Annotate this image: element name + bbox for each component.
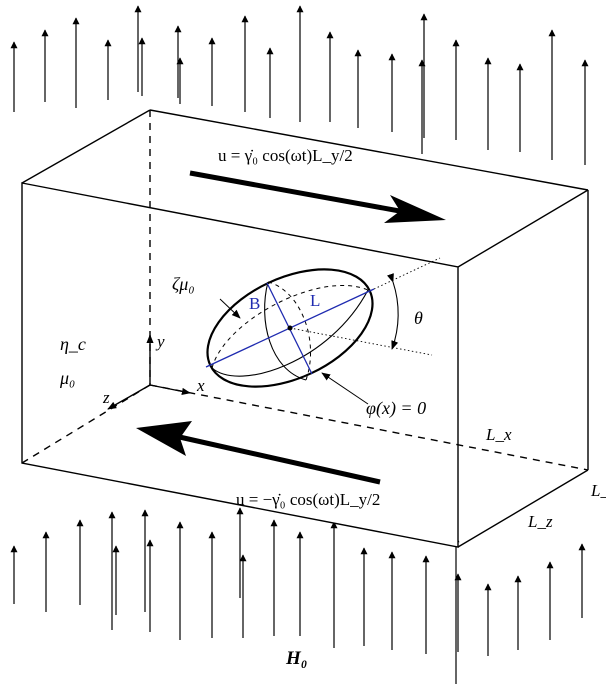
drop-meridian-front [264,281,307,381]
ly-label: L_y [590,481,606,500]
minor-axis-label: B [249,294,260,313]
top-shear-arrow-shaft [189,170,406,215]
z-axis-arrow [107,384,151,410]
level-set-label: φ(x) = 0 [366,398,426,419]
z-axis-label: z [102,388,110,407]
coordinate-axes [107,334,191,410]
bottom-field-arrows [10,507,586,684]
tilt-line [373,257,441,290]
h0-label: H₀ [285,648,307,669]
bottom-shear-arrowhead [136,421,192,456]
viscosity-leader [219,298,241,319]
box-edge [457,189,589,268]
lz-label: L_z [527,512,553,531]
box-edge [457,469,589,548]
lx-label: L_x [485,425,512,444]
top-shear-arrowhead [384,195,446,223]
box-hidden-edge [149,384,589,471]
mu-0-label: μ₀ [59,368,75,388]
x-axis-label: x [196,376,205,395]
shear-arrows [136,170,446,485]
box-edge [149,109,589,191]
major-axis-label: L [310,291,320,310]
drop-equator-front [211,289,369,377]
bottom-shear-arrow-shaft [174,433,381,485]
reference-line [289,327,433,356]
drop-equator-back [211,285,369,369]
drop-meridian-back [267,281,311,381]
y-axis-label: y [155,332,165,351]
theta-label: θ [414,308,423,328]
box-edge [21,109,151,184]
angle-construction [289,257,441,356]
top-field-arrows [10,5,589,165]
leader-lines [219,298,369,405]
drop-viscosity-label: ζμ₀ [172,274,195,294]
top-velocity-label: u = γ̇₀ cos(ωt)L_y/2 [218,146,353,165]
eta-c-label: η_c [60,334,86,354]
bottom-velocity-label: u = −γ̇₀ cos(ωt)L_y/2 [236,490,380,509]
levelset-leader [321,372,369,405]
theta-arc [387,273,399,350]
x-axis-arrow [149,384,191,395]
domain-box [21,109,589,548]
